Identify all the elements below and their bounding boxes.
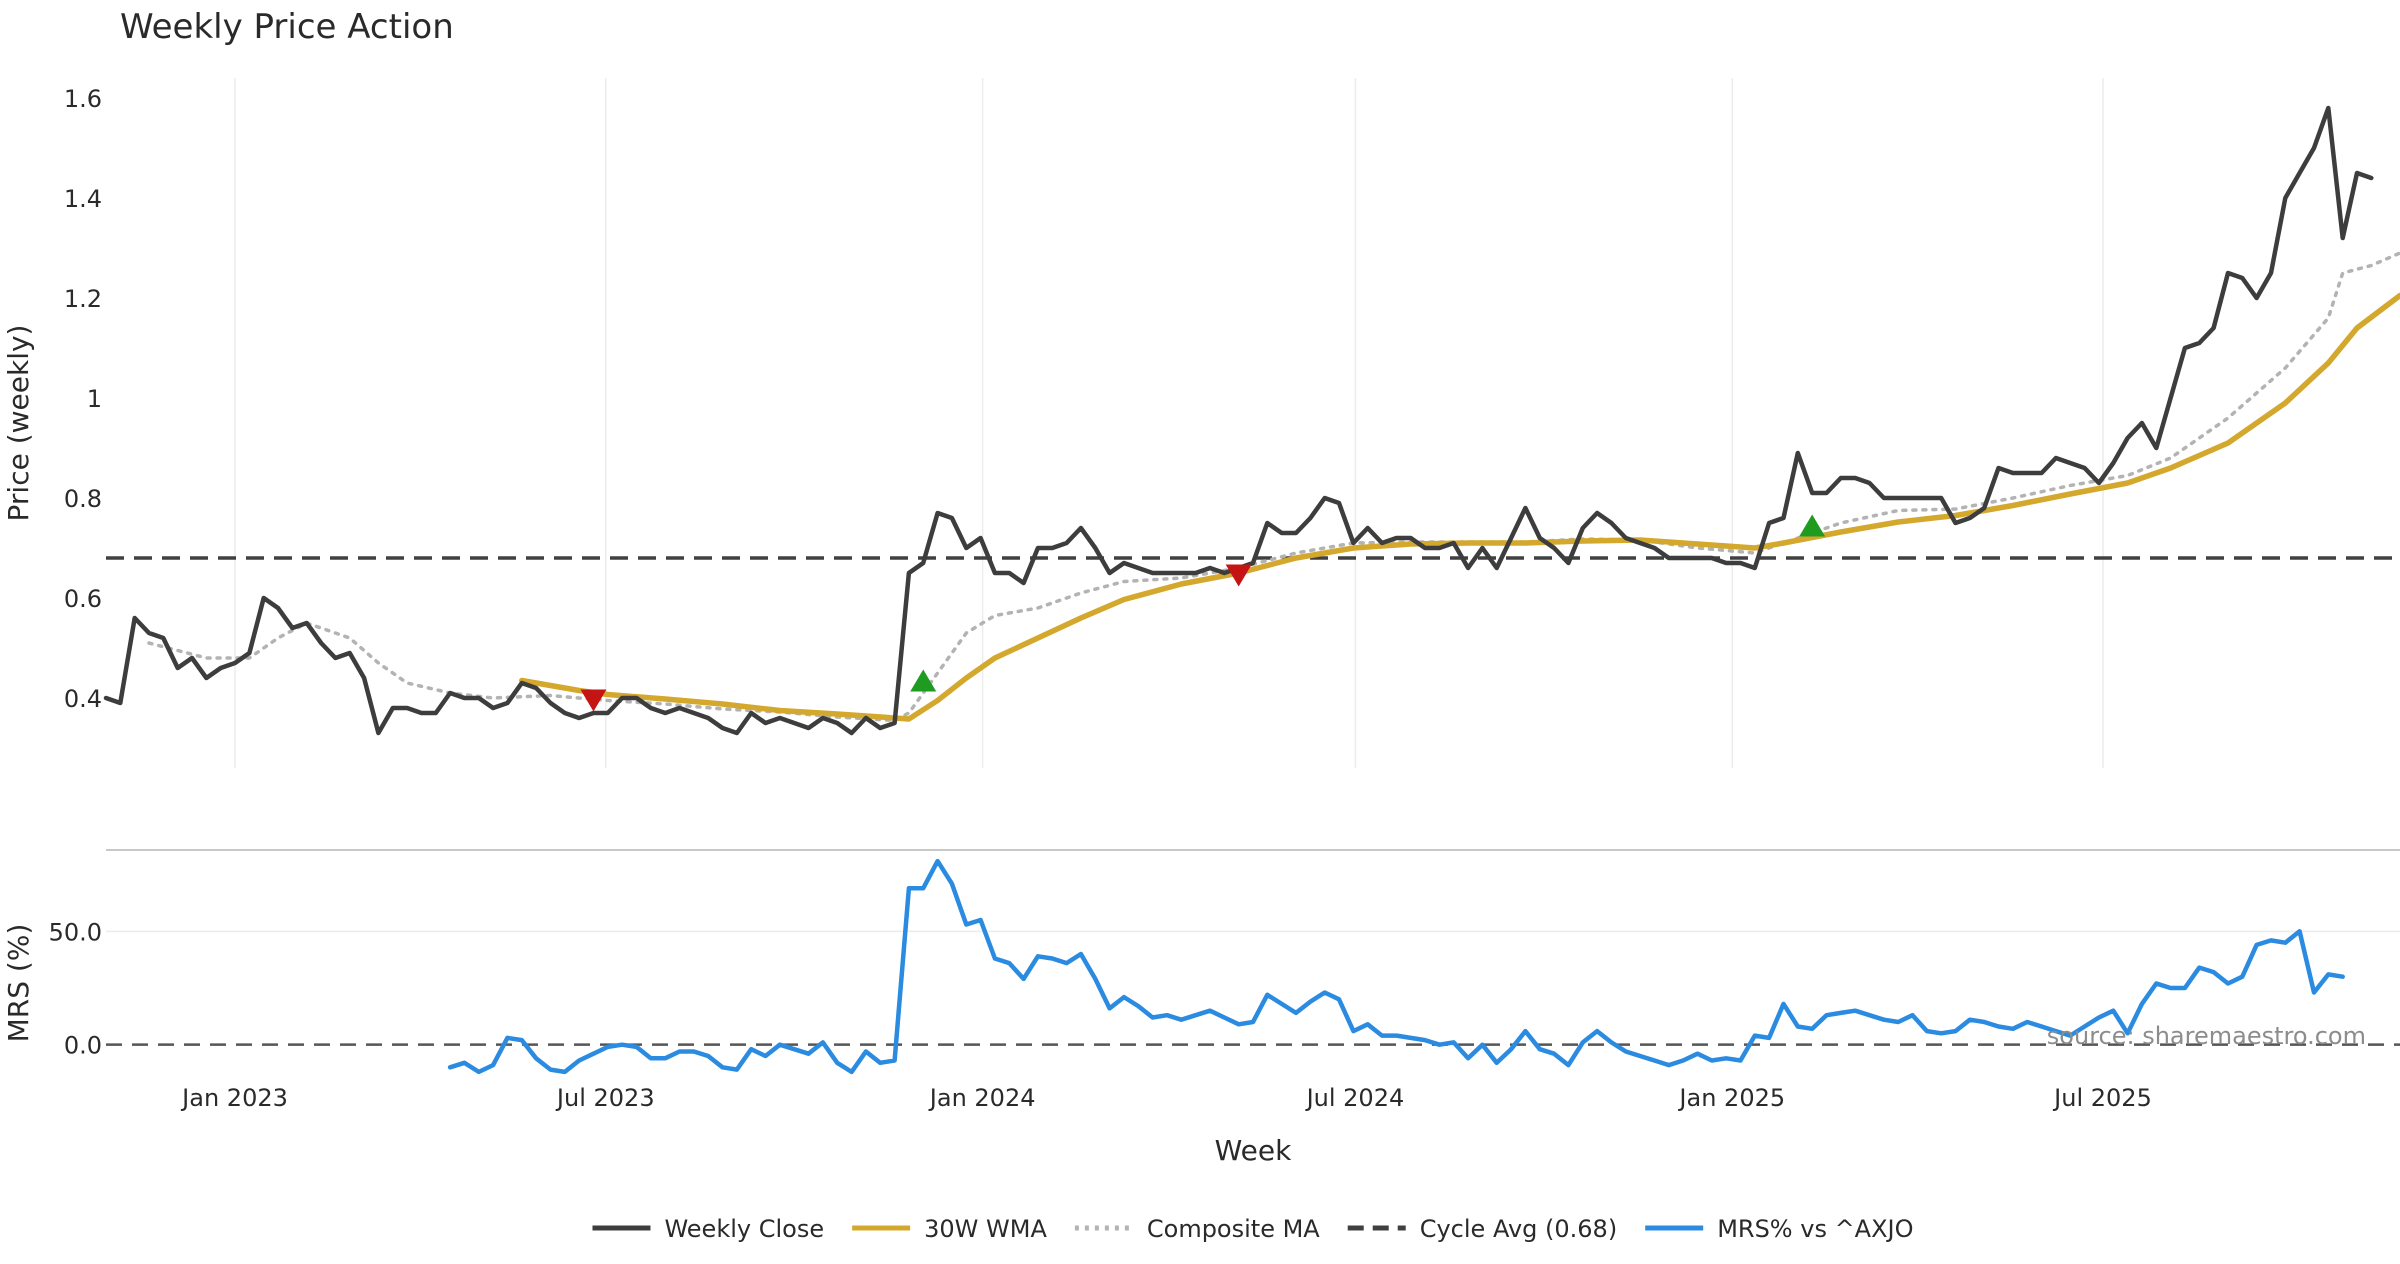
price-y-tick-label: 1.2 [64, 285, 102, 313]
source-label: source: sharemaestro.com [2047, 1022, 2366, 1050]
legend-item-label: 30W WMA [924, 1215, 1047, 1243]
mrs-y-axis-title: MRS (%) [2, 924, 35, 1043]
mrs-y-axis: 0.0 50.0 [49, 918, 102, 1059]
buy-signal-marker [910, 669, 937, 692]
legend-item-label: Cycle Avg (0.68) [1420, 1215, 1617, 1243]
price-y-tick-label: 0.6 [64, 585, 102, 613]
x-tick-label: Jul 2024 [1305, 1084, 1405, 1112]
signal-markers [580, 514, 1826, 712]
sell-signal-marker [580, 689, 607, 712]
mrs-y-tick-label: 50.0 [49, 918, 102, 946]
mrs-y-tick-label: 0.0 [64, 1032, 102, 1060]
weekly-close-line [103, 105, 2374, 736]
price-grid [234, 78, 2104, 768]
x-tick-label: Jul 2023 [555, 1084, 655, 1112]
legend-item-label: Weekly Close [664, 1215, 824, 1243]
x-tick-label: Jan 2025 [1677, 1084, 1785, 1112]
x-tick-label: Jul 2025 [2052, 1084, 2152, 1112]
legend-item-label: MRS% vs ^AXJO [1717, 1215, 1913, 1243]
x-tick-label: Jan 2024 [928, 1084, 1036, 1112]
composite-ma-line [147, 251, 2400, 723]
buy-signal-marker [1799, 514, 1826, 537]
price-y-tick-label: 1.6 [64, 85, 102, 113]
wma-30w-line [519, 292, 2400, 722]
mrs-line [447, 858, 2345, 1075]
legend: Weekly Close 30W WMA Composite MA Cycle Avg… [592, 1215, 1914, 1243]
price-y-axis-title: Price (weekly) [2, 325, 35, 522]
price-y-tick-label: 0.4 [64, 685, 102, 713]
x-axis: Jan 2023 Jul 2023 Jan 2024 Jul 2024 Jan 2025… [180, 1084, 2152, 1112]
x-tick-label: Jan 2023 [180, 1084, 288, 1112]
price-y-tick-label: 0.8 [64, 485, 102, 513]
sell-signal-marker [1225, 564, 1252, 587]
legend-item-label: Composite MA [1147, 1215, 1320, 1243]
price-y-tick-label: 1 [87, 385, 102, 413]
price-series-group [103, 105, 2400, 736]
price-y-tick-label: 1.4 [64, 185, 102, 213]
price-y-axis: 0.4 0.6 0.8 1 1.2 1.4 1.6 [64, 85, 102, 713]
x-axis-title: Week [1215, 1134, 1292, 1167]
chart-title: Weekly Price Action [120, 7, 454, 47]
